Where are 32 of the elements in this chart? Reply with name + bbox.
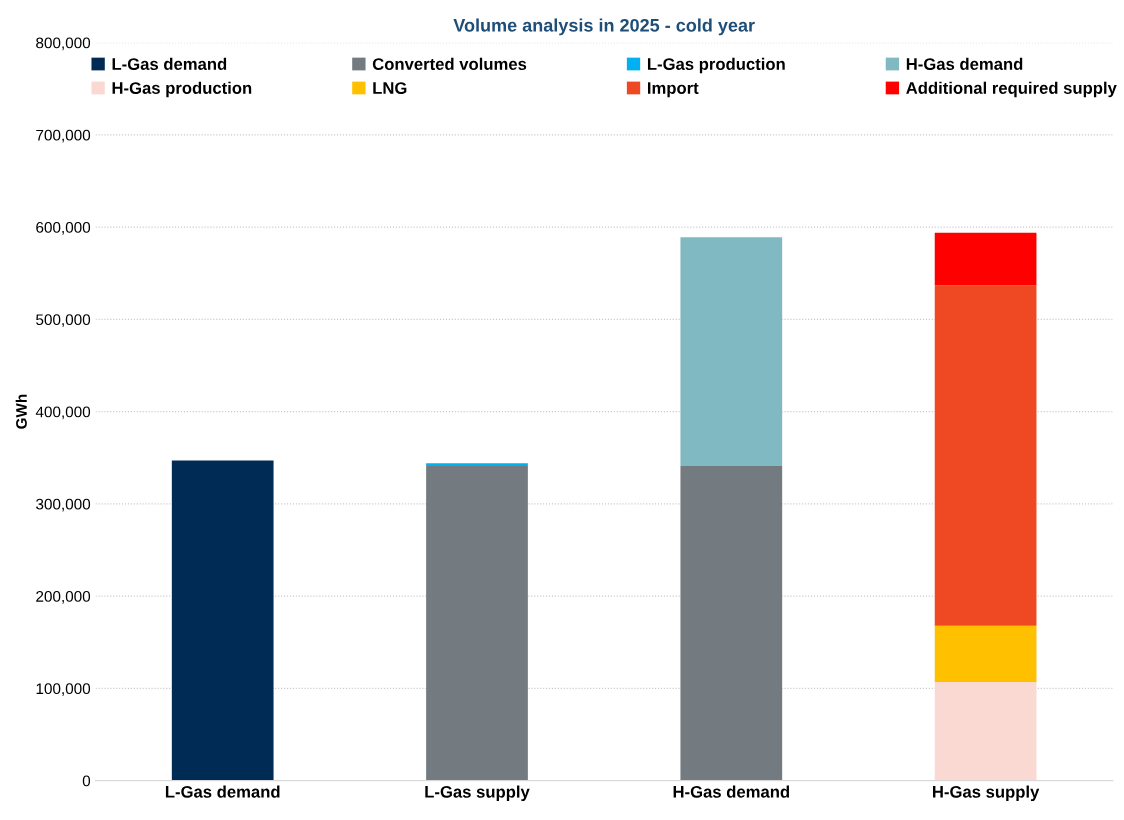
y-axis-title: GWh bbox=[15, 394, 27, 429]
bar bbox=[426, 463, 528, 467]
y-tick-label: 0 bbox=[82, 775, 91, 787]
y-tick-label: 600,000 bbox=[36, 222, 91, 235]
bar bbox=[171, 460, 274, 781]
bar bbox=[680, 466, 783, 781]
legend-label: L-Gas demand bbox=[112, 57, 227, 70]
y-tick-label: 100,000 bbox=[36, 683, 91, 696]
y-tick-label: 800,000 bbox=[36, 37, 91, 51]
chart-title: Volume analysis in 2025 - cold year bbox=[453, 18, 755, 36]
x-tick-label: H-Gas demand bbox=[673, 785, 790, 798]
bar bbox=[934, 625, 1037, 682]
x-tick-label: L-Gas demand bbox=[165, 785, 280, 798]
legend-label: H-Gas production bbox=[112, 81, 252, 98]
y-tick-label: 300,000 bbox=[36, 498, 91, 512]
bar bbox=[426, 466, 528, 781]
legend-label: H-Gas demand bbox=[906, 57, 1023, 70]
x-tick-label: H-Gas supply bbox=[933, 785, 1040, 802]
legend-label: Additional required supply bbox=[906, 81, 1117, 98]
bar bbox=[934, 681, 1037, 781]
legend-label: Import bbox=[647, 82, 699, 98]
y-tick-label: 200,000 bbox=[36, 591, 91, 604]
bar bbox=[934, 232, 1037, 286]
bar bbox=[934, 285, 1037, 626]
legend-label: L-Gas production bbox=[647, 57, 785, 74]
legend-label: LNG bbox=[373, 82, 407, 94]
y-tick-label: 400,000 bbox=[35, 406, 91, 420]
legend-label: Converted volumes bbox=[372, 57, 527, 70]
y-tick-label: 500,000 bbox=[36, 314, 91, 327]
y-tick-label: 700,000 bbox=[36, 129, 91, 143]
bar bbox=[680, 237, 783, 467]
x-tick-label: L-Gas supply bbox=[425, 785, 530, 802]
